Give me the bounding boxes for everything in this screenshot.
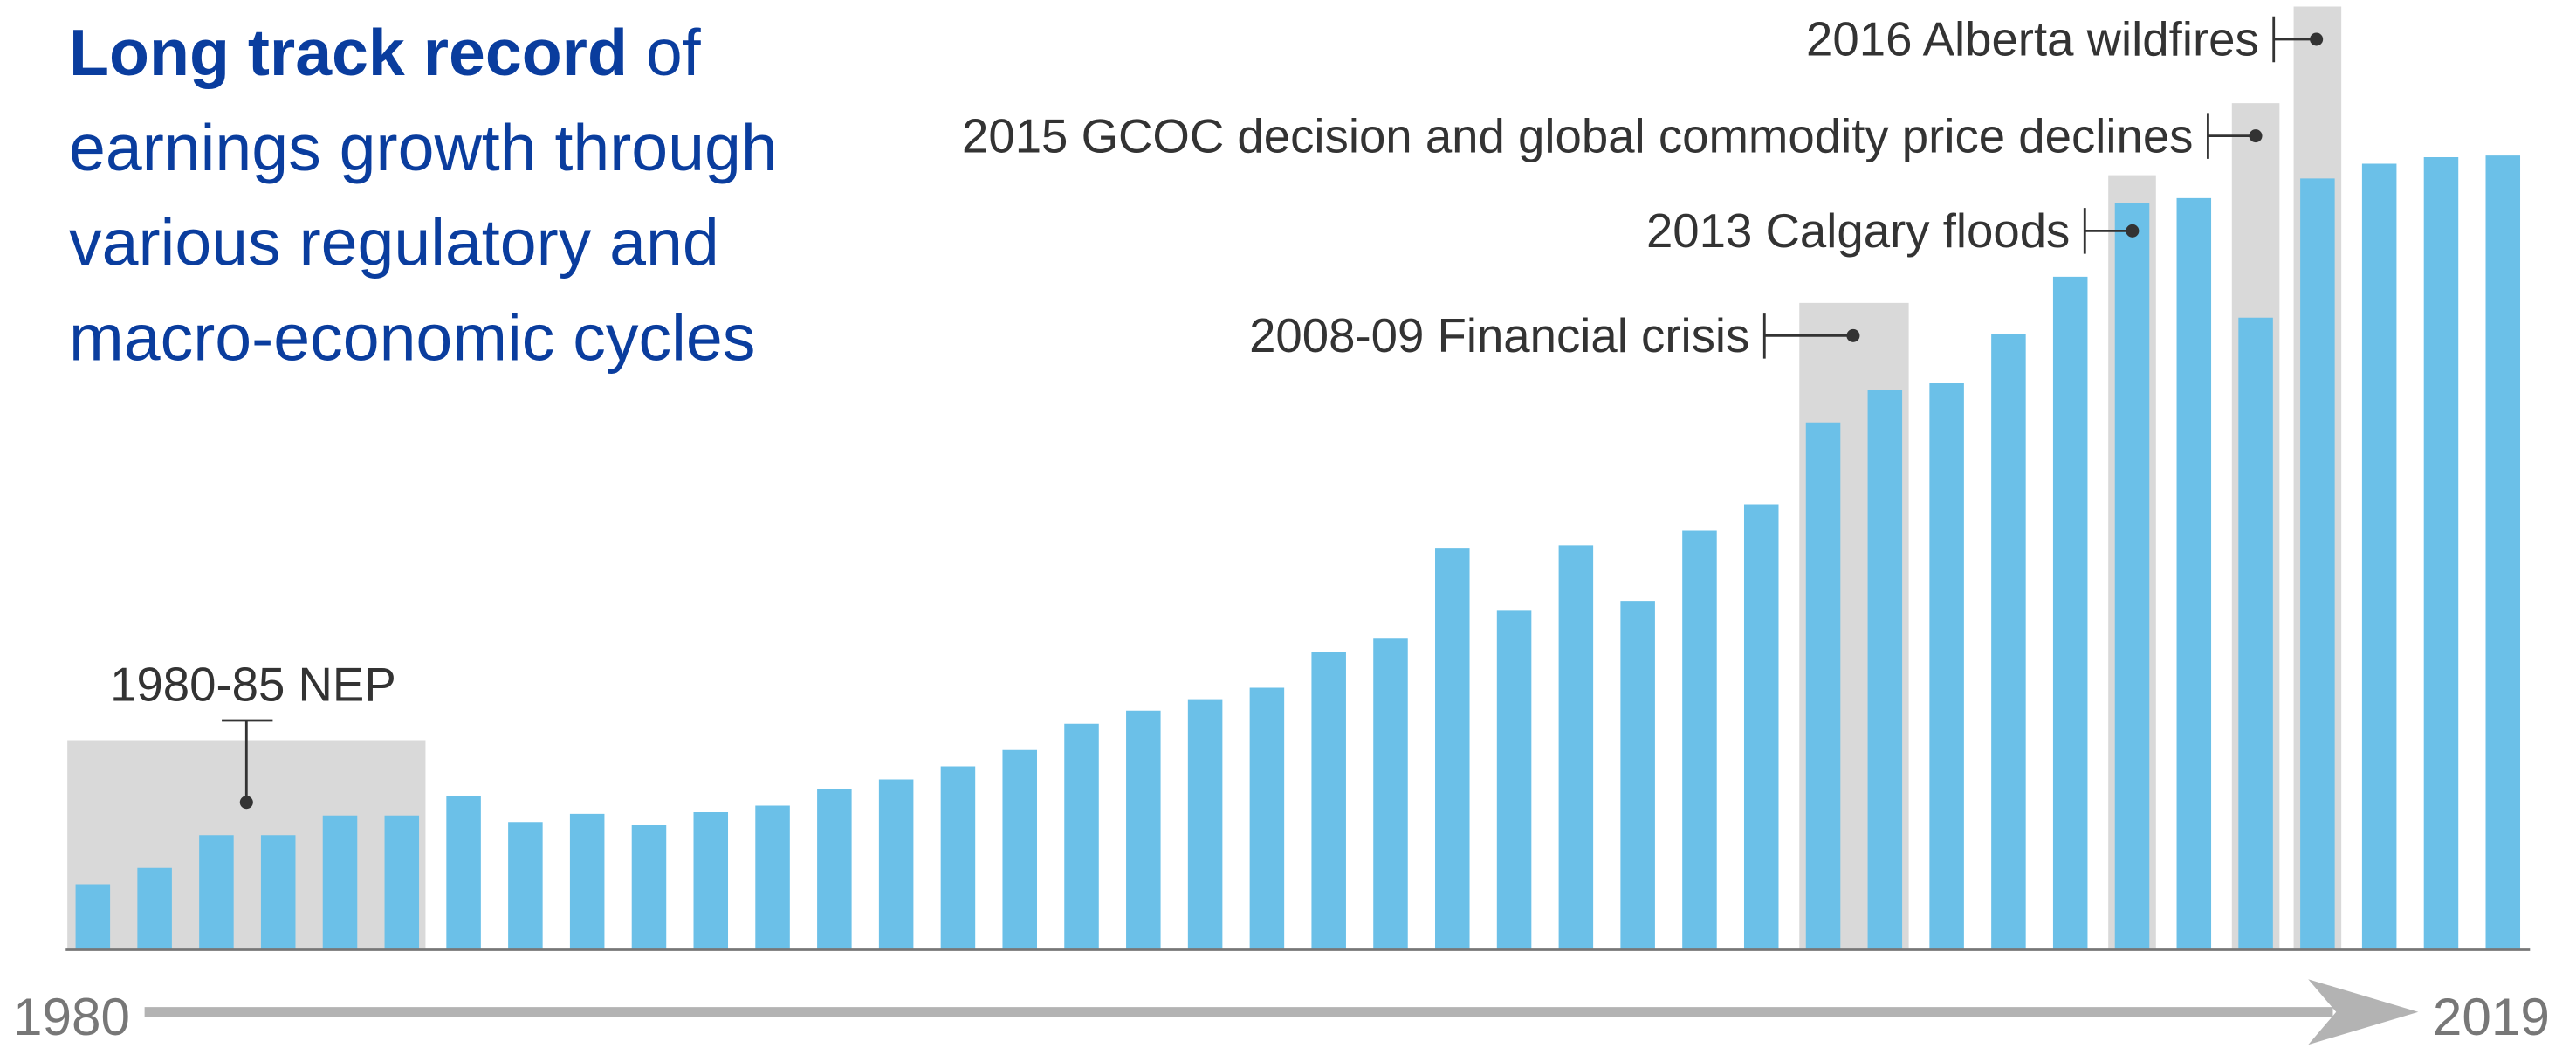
bar: [2052, 276, 2088, 950]
bar: [2300, 178, 2335, 950]
bar: [1929, 383, 1964, 950]
bar: [1249, 687, 1285, 950]
bar: [1002, 749, 1037, 950]
dot: [2126, 224, 2140, 238]
bar: [446, 796, 481, 950]
bar: [1867, 390, 1903, 950]
bar: [2485, 155, 2521, 950]
chart-title: Long track record of: [69, 16, 701, 89]
title-line: earnings growth through: [69, 111, 778, 184]
bar: [1805, 422, 1841, 950]
bar: [322, 815, 358, 950]
annotation: 2015 GCOC decision and global commodity …: [962, 109, 2193, 162]
bar: [1620, 601, 1655, 950]
bar: [1558, 545, 1594, 950]
bar: [1064, 723, 1099, 950]
dot: [1846, 328, 1860, 342]
bar: [2423, 157, 2459, 950]
bar: [940, 766, 976, 950]
bar: [2176, 197, 2212, 950]
bar: [817, 789, 852, 950]
bar: [199, 835, 234, 950]
bar: [1991, 334, 2026, 950]
bar: [2238, 317, 2273, 950]
bar: [1187, 699, 1223, 950]
title-bold: Long track record: [69, 16, 628, 89]
bar: [631, 825, 667, 950]
bar: [1435, 548, 1470, 950]
annotation: 2016 Alberta wildfires: [1806, 13, 2259, 66]
bar: [1682, 530, 1717, 950]
arrow-head: [2308, 979, 2419, 1045]
annotation: 1980-85 NEP: [110, 658, 396, 712]
title-line: various regulatory and: [69, 206, 719, 279]
title-rest: of: [646, 16, 701, 89]
bar: [508, 822, 543, 950]
bar: [1373, 638, 1408, 950]
bar: [75, 884, 111, 950]
bar: [693, 812, 729, 950]
bar: [384, 815, 420, 950]
bar: [2361, 163, 2397, 950]
x-tick-label: 1980: [13, 988, 130, 1046]
bar: [569, 813, 605, 950]
bar: [260, 835, 296, 950]
bar: [1126, 710, 1161, 950]
title-line: macro-economic cycles: [69, 301, 755, 375]
annotation: 2013 Calgary floods: [1646, 204, 2070, 258]
dot: [2249, 129, 2263, 143]
bar: [1496, 610, 1532, 950]
dot: [2310, 32, 2324, 46]
bar: [2114, 203, 2150, 950]
bar: [878, 779, 914, 950]
x-tick-label: 2019: [2433, 988, 2550, 1046]
bar: [1743, 504, 1779, 950]
bar: [755, 805, 790, 950]
annotation: 2008-09 Financial crisis: [1249, 309, 1749, 362]
bars: [75, 155, 2521, 950]
bar: [137, 867, 172, 950]
bar: [1311, 652, 1346, 950]
dot: [239, 796, 253, 810]
